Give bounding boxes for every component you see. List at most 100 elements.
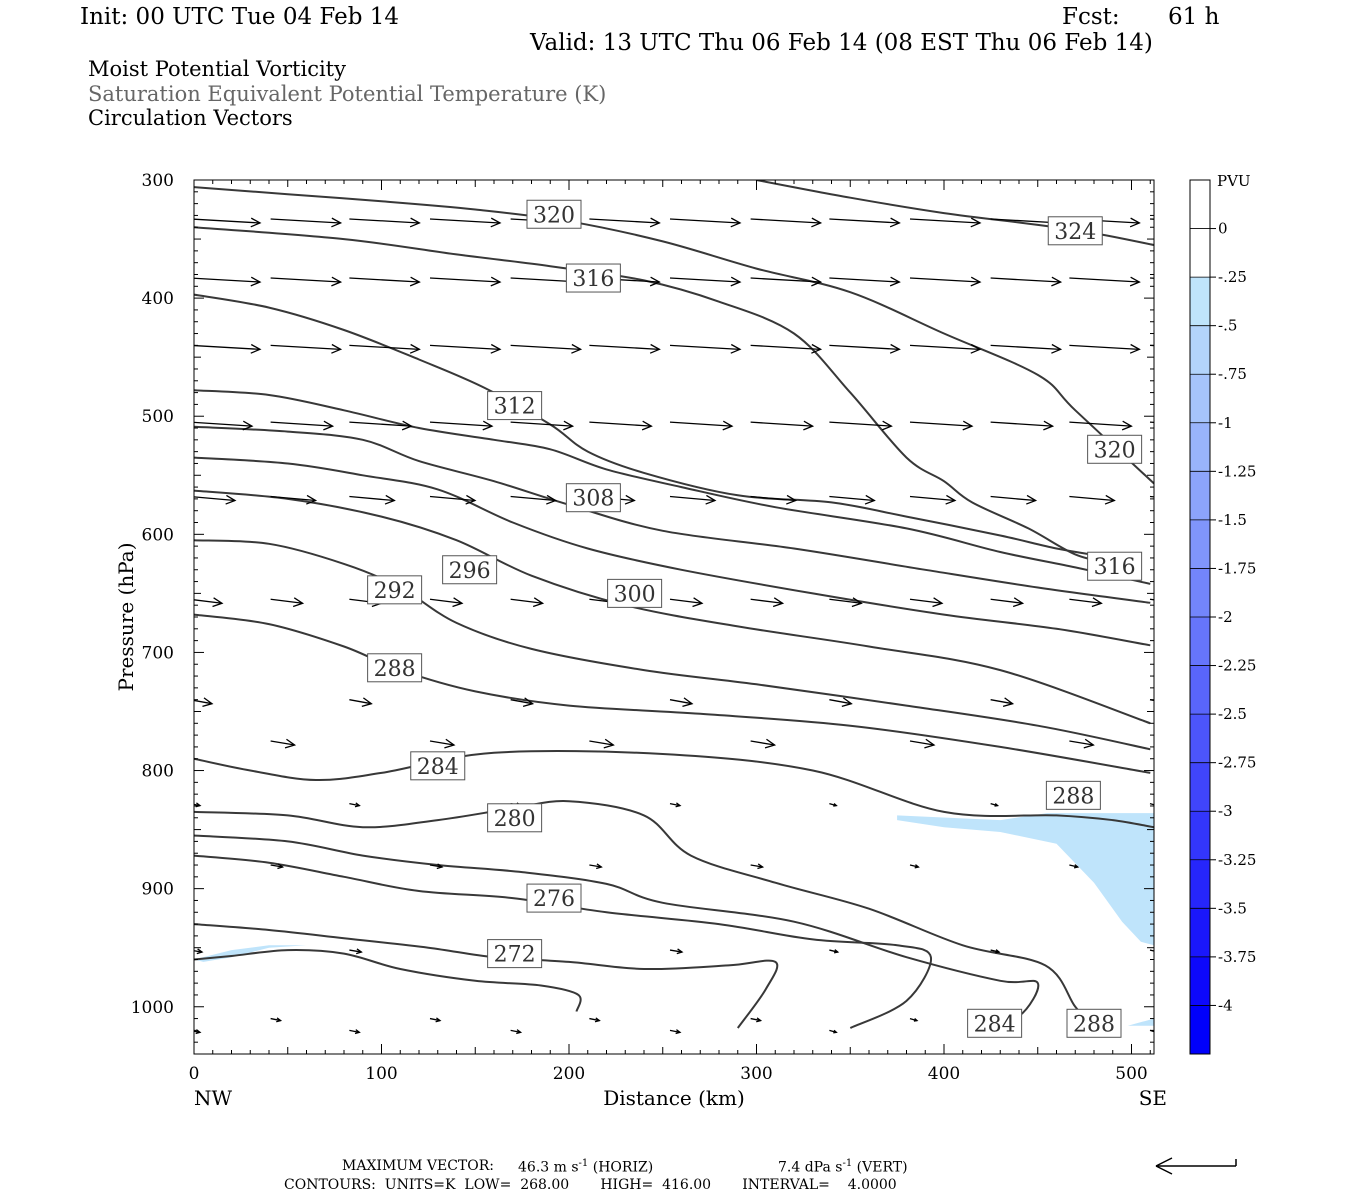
vector-shaft xyxy=(1069,421,1132,427)
vector-shaft xyxy=(990,421,1053,427)
vector-shaft xyxy=(829,277,900,283)
vector-shaft xyxy=(270,218,341,224)
theta-contour-312 xyxy=(194,425,1151,604)
circulation-vector xyxy=(750,420,815,431)
circulation-vector xyxy=(194,276,262,287)
vector-head xyxy=(277,863,285,870)
circulation-vector xyxy=(510,597,545,608)
colorbar-swatch xyxy=(1190,956,1210,1006)
vector-head xyxy=(803,420,815,431)
vector-head xyxy=(757,863,765,870)
vector-head xyxy=(435,1017,442,1023)
vector-head xyxy=(1173,598,1182,607)
contour-label: 320 xyxy=(1087,434,1143,464)
vector-head xyxy=(409,276,421,287)
vector-head xyxy=(409,343,421,354)
pv-region-0 xyxy=(897,813,1154,946)
vector-head xyxy=(250,343,262,354)
vector-head xyxy=(490,343,502,354)
vector-head xyxy=(833,949,840,954)
vector-head xyxy=(833,1029,838,1034)
vector-head xyxy=(889,343,901,354)
colorbar-swatch xyxy=(1190,228,1210,278)
circulation-vector xyxy=(829,276,901,287)
vector-head xyxy=(1211,344,1220,353)
x-end-label-nw: NW xyxy=(194,1086,233,1110)
circulation-vector xyxy=(510,697,535,707)
vector-head xyxy=(1026,494,1038,505)
vector-head xyxy=(1104,494,1116,505)
vector-head xyxy=(624,494,636,505)
circulation-vector xyxy=(589,863,603,870)
vector-head xyxy=(594,1017,601,1023)
y-tick-label: 800 xyxy=(142,762,174,782)
circulation-vector xyxy=(510,343,583,354)
vector-shaft xyxy=(909,277,981,283)
vector-shaft xyxy=(194,496,236,502)
vector-head xyxy=(1155,950,1159,953)
theta-contour-320 xyxy=(194,293,1113,559)
circulation-vector xyxy=(669,276,742,287)
contours-info: CONTOURS: UNITS=K LOW= 268.00 HIGH= 416.… xyxy=(284,1177,897,1193)
vector-head xyxy=(384,494,396,505)
vector-shaft xyxy=(669,598,703,604)
vector-shaft xyxy=(429,277,501,283)
vector-shaft xyxy=(1069,344,1140,351)
contour-label-text: 312 xyxy=(494,395,536,420)
valid-time: Valid: 13 UTC Thu 06 Feb 14 (08 EST Thu … xyxy=(530,30,1153,56)
contour-label-box xyxy=(1087,551,1143,581)
contour-label-text: 288 xyxy=(1052,784,1094,809)
vector-head xyxy=(811,276,823,287)
circulation-vector xyxy=(750,597,785,608)
circulation-vector xyxy=(909,276,982,287)
vector-head xyxy=(1129,217,1141,228)
circulation-vector xyxy=(589,1017,601,1023)
circulation-vector xyxy=(1069,864,1080,869)
circulation-vector xyxy=(669,697,694,707)
circulation-vector xyxy=(750,276,823,287)
vector-shaft xyxy=(669,1029,681,1034)
vector-head xyxy=(196,948,204,955)
contour-label: 288 xyxy=(1045,780,1101,810)
colorbar-label: -3.75 xyxy=(1218,948,1256,966)
theta-contour-292 xyxy=(194,750,1154,829)
circulation-vector xyxy=(1069,343,1141,354)
circulation-vector xyxy=(829,949,840,954)
vector-shaft xyxy=(589,344,660,351)
circulation-vector xyxy=(270,276,343,287)
circulation-vector xyxy=(669,420,734,431)
vector-head xyxy=(889,276,901,287)
colorbar-swatch xyxy=(1190,811,1210,861)
y-tick-label: 400 xyxy=(142,289,174,309)
pv-region-2 xyxy=(1127,1018,1154,1026)
vector-shaft xyxy=(270,495,316,502)
circulation-vector xyxy=(194,343,262,354)
y-tick-label: 300 xyxy=(142,171,174,191)
vector-shaft xyxy=(1069,277,1140,283)
vector-shaft xyxy=(194,344,261,351)
circulation-vector xyxy=(750,1017,763,1023)
vector-head xyxy=(323,420,335,431)
circulation-vector xyxy=(270,597,305,608)
vector-shaft xyxy=(270,598,303,604)
circulation-vector xyxy=(750,738,777,749)
contour-label-box xyxy=(367,653,423,683)
contour-label: 288 xyxy=(1066,1008,1122,1038)
vector-head xyxy=(913,1017,919,1022)
circulation-vector xyxy=(669,217,742,228)
vector-shaft xyxy=(194,218,261,224)
contour-label-box xyxy=(565,483,621,513)
circulation-vector xyxy=(990,343,1063,354)
vector-head xyxy=(354,1029,361,1035)
theta-contour-328 xyxy=(194,186,1154,485)
colorbar-swatch xyxy=(1190,762,1210,812)
vector-head xyxy=(1121,420,1133,431)
vector-head xyxy=(675,1029,682,1035)
circulation-vector xyxy=(669,802,682,808)
contour-label: 272 xyxy=(487,939,543,969)
vector-head xyxy=(924,738,936,749)
contour-label-text: 284 xyxy=(974,1012,1016,1037)
y-tick-label: 700 xyxy=(142,643,174,663)
forecast-label: Fcst: xyxy=(1062,4,1120,30)
vector-head xyxy=(532,597,545,608)
